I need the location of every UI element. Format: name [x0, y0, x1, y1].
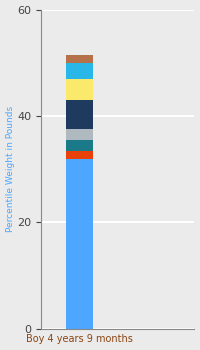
- Bar: [66, 79, 93, 100]
- Bar: [66, 150, 93, 159]
- Bar: [66, 140, 93, 150]
- Bar: [66, 159, 93, 329]
- Y-axis label: Percentile Weight in Pounds: Percentile Weight in Pounds: [6, 106, 15, 232]
- Bar: [66, 129, 93, 140]
- Bar: [66, 100, 93, 129]
- Bar: [66, 55, 93, 63]
- Bar: [66, 63, 93, 79]
